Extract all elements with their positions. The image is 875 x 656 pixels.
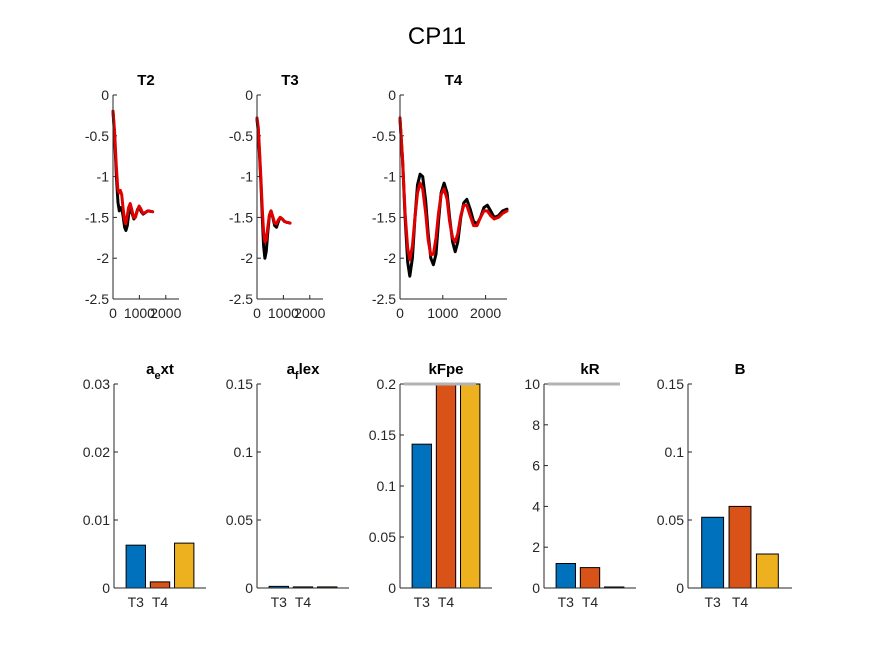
- y-tick-label: 0: [676, 580, 684, 596]
- y-tick-label: 0.15: [369, 427, 396, 443]
- figure-title: CP11: [408, 23, 466, 50]
- panel-5: kFpe 0 0.05 0.1 0.15 0.2 T3 T4: [369, 361, 492, 610]
- bar: [579, 567, 601, 589]
- bar: [174, 542, 195, 589]
- bar: [555, 563, 576, 589]
- y-tick-label: 0.02: [83, 444, 110, 460]
- y-tick-label: -2: [384, 250, 397, 266]
- x-tick-label: 1000: [124, 305, 155, 321]
- y-tick-label: 0.15: [226, 376, 253, 392]
- panel-title-rest: xt: [161, 361, 174, 378]
- x-tick-label: T4: [732, 594, 749, 610]
- x-tick-label: 1000: [427, 305, 458, 321]
- y-tick-label: -1: [384, 169, 397, 185]
- y-tick-label: 0.1: [234, 444, 254, 460]
- bar: [728, 505, 752, 589]
- x-tick-label: 0: [253, 305, 261, 321]
- panel-6: kR 0 2 4 6 8 10 T3 T4: [524, 361, 636, 610]
- y-tick-label: 0: [388, 580, 396, 596]
- y-tick-label: -0.5: [229, 128, 253, 144]
- y-tick-label: -2: [97, 250, 110, 266]
- y-tick-label: 0.05: [369, 529, 396, 545]
- y-tick-label: 0: [532, 580, 540, 596]
- panel-2: T40-0.5-1-1.5-2-2.50 1000 2000: [372, 72, 509, 321]
- panel-title-rest: lex: [299, 361, 321, 378]
- y-tick-label: -0.5: [372, 128, 396, 144]
- panel-3: aext 0 0.01 0.02 0.03 T3 T4: [83, 361, 206, 610]
- y-tick-label: -1.5: [85, 209, 109, 225]
- panel-title: aflex: [287, 361, 321, 382]
- x-tick-label: T4: [438, 594, 455, 610]
- y-tick-label: 0.05: [226, 512, 253, 528]
- y-tick-label: -2.5: [85, 291, 109, 307]
- x-tick-label: T4: [295, 594, 312, 610]
- x-tick-label: T3: [558, 594, 575, 610]
- bar: [149, 581, 171, 589]
- panel-title-main: a: [287, 361, 296, 378]
- y-tick-label: 0: [101, 87, 109, 103]
- panel-title: kFpe: [428, 361, 463, 378]
- y-tick-label: 0.03: [83, 376, 110, 392]
- panel-title: kR: [580, 361, 599, 378]
- series-line-model: [111, 109, 155, 226]
- y-tick-label: 8: [532, 417, 540, 433]
- bar: [435, 383, 457, 589]
- y-tick-label: 0: [245, 580, 253, 596]
- y-tick-label: 10: [524, 376, 540, 392]
- bar: [460, 383, 481, 589]
- panel-title: T4: [445, 72, 463, 89]
- panel-4: aflex 0 0.05 0.1 0.15 T3 T4: [226, 361, 349, 610]
- x-tick-label: 2000: [470, 305, 501, 321]
- bar: [755, 553, 779, 589]
- x-tick-label: T4: [582, 594, 599, 610]
- y-tick-label: 0.01: [83, 512, 110, 528]
- panel-title: B: [735, 361, 746, 378]
- panel-title-sub: f: [295, 370, 299, 382]
- bar: [701, 516, 725, 589]
- y-tick-label: -2: [241, 250, 254, 266]
- bar: [411, 443, 432, 589]
- x-tick-label: T3: [271, 594, 288, 610]
- y-tick-label: 4: [532, 498, 540, 514]
- y-tick-label: -1.5: [229, 209, 253, 225]
- panel-title: aext: [146, 361, 174, 382]
- panel-title: T2: [137, 72, 155, 89]
- y-tick-label: -2.5: [372, 291, 396, 307]
- x-tick-label: 1000: [268, 305, 299, 321]
- bar: [125, 544, 146, 589]
- panels: T20-0.5-1-1.5-2-2.50 10002000T30-0.5-1-1.…: [83, 72, 792, 610]
- y-tick-label: 0: [245, 87, 253, 103]
- panel-title-sub: e: [154, 370, 160, 382]
- y-tick-label: 0.1: [665, 444, 685, 460]
- x-tick-label: T3: [704, 594, 721, 610]
- y-tick-label: -0.5: [85, 128, 109, 144]
- panel-title: T3: [281, 72, 299, 89]
- x-tick-label: 2000: [294, 305, 325, 321]
- x-tick-label: T3: [128, 594, 145, 610]
- x-tick-label: 0: [396, 305, 404, 321]
- x-tick-label: 2000: [150, 305, 181, 321]
- x-tick-label: 0: [109, 305, 117, 321]
- panel-7: B 0 0.05 0.1 0.15 T3 T4: [657, 361, 792, 610]
- x-tick-label: T4: [152, 594, 169, 610]
- y-tick-label: 0.2: [377, 376, 397, 392]
- panel-title-main: a: [146, 361, 155, 378]
- y-tick-label: -1: [97, 169, 110, 185]
- y-tick-label: -2.5: [229, 291, 253, 307]
- y-tick-label: -1: [241, 169, 254, 185]
- y-tick-label: 0.05: [657, 512, 684, 528]
- y-tick-label: 2: [532, 539, 540, 555]
- y-tick-label: 0.1: [377, 478, 397, 494]
- series-line-model: [398, 116, 509, 262]
- y-tick-label: 0.15: [657, 376, 684, 392]
- y-tick-label: -1.5: [372, 209, 396, 225]
- series-line-model: [255, 116, 292, 244]
- y-tick-label: 0: [388, 87, 396, 103]
- y-tick-label: 6: [532, 458, 540, 474]
- y-tick-label: 0: [102, 580, 110, 596]
- x-tick-label: T3: [414, 594, 431, 610]
